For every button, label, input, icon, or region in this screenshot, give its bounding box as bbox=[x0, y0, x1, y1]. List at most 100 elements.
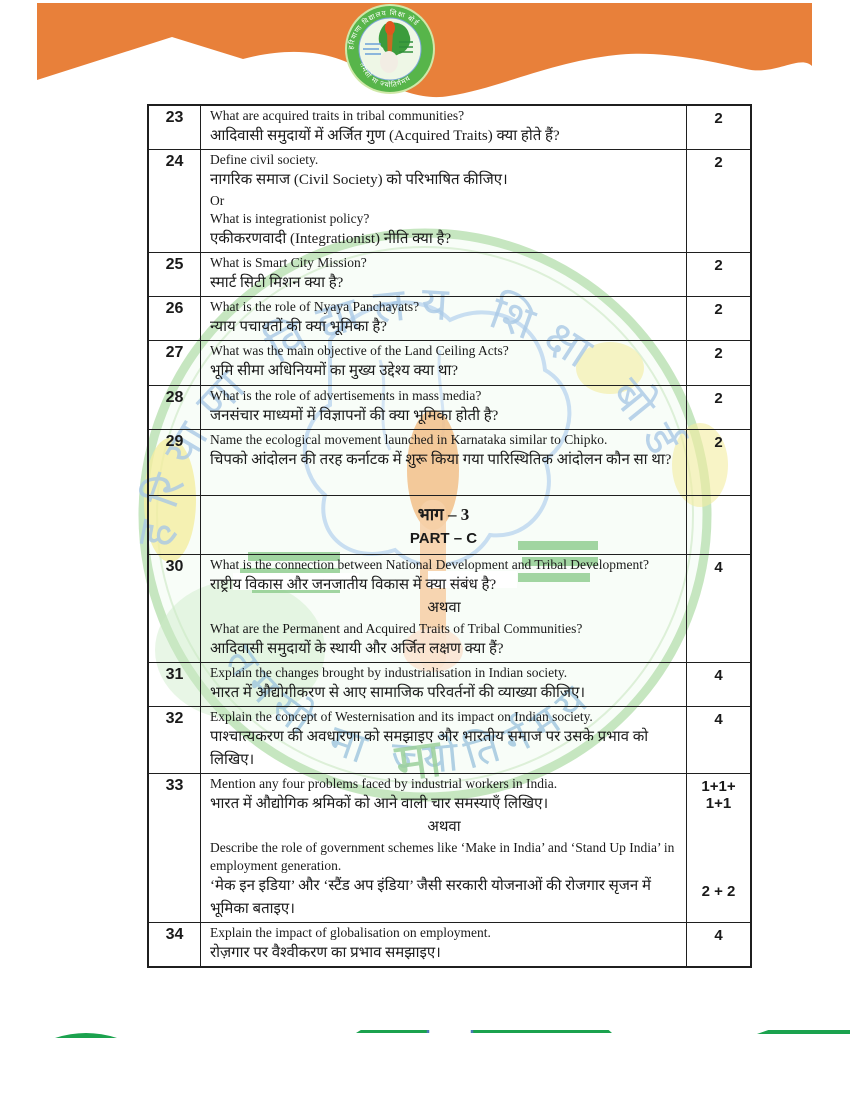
footer-left-hill bbox=[55, 1033, 117, 1038]
table-row: 25 What is Smart City Mission? स्मार्ट सि… bbox=[149, 252, 750, 296]
question-line-english: What is integrationist policy? bbox=[210, 211, 370, 226]
question-line-english: What are the Permanent and Acquired Trai… bbox=[210, 621, 583, 636]
question-number: 27 bbox=[149, 341, 201, 385]
question-line-english: What is Smart City Mission? bbox=[210, 255, 367, 270]
logo-flame bbox=[385, 21, 395, 35]
watermark-yellow-blob bbox=[144, 438, 196, 562]
question-line-hindi: ‘मेक इन इडिया’ और ‘स्टैंड अप इंडिया’ जैस… bbox=[210, 878, 651, 917]
question-line-hindi: जनसंचार माध्यमों में विज्ञापनों की क्या … bbox=[210, 408, 499, 424]
marks-value: 4 bbox=[714, 711, 723, 728]
marks-value: 2 bbox=[714, 301, 723, 318]
question-line-hindi: आदिवासी समुदायों के स्थायी और अर्जित लक्… bbox=[210, 641, 504, 657]
question-line-english: What is the role of advertisements in ma… bbox=[210, 388, 482, 403]
question-line-english: What was the main objective of the Land … bbox=[210, 343, 509, 358]
section-header-cell: भाग – 3 PART – C bbox=[201, 496, 686, 554]
section-title-hindi: भाग – 3 bbox=[417, 505, 470, 524]
question-line-english: Mention any four problems faced by indus… bbox=[210, 776, 558, 791]
question-line-hindi: नागरिक समाज (Civil Society) को परिभाषित … bbox=[210, 172, 508, 188]
section-header-row: भाग – 3 PART – C bbox=[149, 495, 750, 554]
question-line-hindi: चिपको आंदोलन की तरह कर्नाटक में शुरू किय… bbox=[210, 452, 672, 468]
question-line-english: Define civil society. bbox=[210, 152, 319, 167]
footer-right-hill bbox=[757, 1030, 850, 1034]
question-number: 33 bbox=[149, 774, 201, 922]
question-or-separator: अथवा bbox=[427, 600, 461, 616]
question-or-separator: अथवा bbox=[427, 819, 461, 835]
question-text-cell: Name the ecological movement launched in… bbox=[201, 430, 686, 495]
watermark-green-wash bbox=[155, 580, 325, 720]
section-empty-number-cell bbox=[149, 496, 201, 554]
marks-value: 2 bbox=[714, 390, 723, 407]
table-row: 23 What are acquired traits in tribal co… bbox=[149, 106, 750, 149]
logo-field-lines bbox=[399, 41, 413, 53]
watermark-white-bar bbox=[428, 571, 517, 588]
logo-hand bbox=[380, 51, 398, 73]
question-line-english: Explain the changes brought by industria… bbox=[210, 665, 568, 680]
question-text-cell: Explain the impact of globalisation on e… bbox=[201, 923, 686, 966]
question-number: 24 bbox=[149, 150, 201, 252]
question-text-cell: What is the connection between National … bbox=[201, 555, 686, 662]
footer-page-number-box bbox=[428, 1030, 472, 1033]
marks-value: 2 bbox=[714, 110, 723, 127]
question-number: 26 bbox=[149, 297, 201, 340]
footer-center-hill bbox=[356, 1030, 612, 1033]
board-logo: हरियाणा विद्यालय शिक्षा बोर्ड तमसो मा ज्… bbox=[345, 4, 435, 94]
marks-cell: 4 bbox=[686, 663, 750, 706]
table-row: 33 Mention any four problems faced by in… bbox=[149, 773, 750, 922]
marks-value: 2 bbox=[714, 434, 723, 451]
watermark-map-outline bbox=[303, 300, 572, 568]
question-number: 29 bbox=[149, 430, 201, 495]
question-text-cell: What is the role of advertisements in ma… bbox=[201, 386, 686, 429]
marks-cell: 2 bbox=[686, 253, 750, 296]
marks-value: 1+1+ bbox=[701, 778, 736, 795]
logo-water-lines bbox=[363, 43, 381, 55]
question-text-cell: Mention any four problems faced by indus… bbox=[201, 774, 686, 922]
question-line-english: What is the connection between National … bbox=[210, 557, 650, 572]
watermark-white-bar bbox=[233, 573, 359, 590]
marks-cell: 2 bbox=[686, 150, 750, 252]
question-text-cell: What are acquired traits in tribal commu… bbox=[201, 106, 686, 149]
table-row: 31 Explain the changes brought by indust… bbox=[149, 662, 750, 706]
question-number: 25 bbox=[149, 253, 201, 296]
table-row: 27 What was the main objective of the La… bbox=[149, 340, 750, 385]
question-text-cell: What is the role of Nyaya Panchayats? न्य… bbox=[201, 297, 686, 340]
question-table: 23 What are acquired traits in tribal co… bbox=[147, 104, 752, 968]
question-text-cell: Explain the changes brought by industria… bbox=[201, 663, 686, 706]
question-line-hindi: राष्ट्रीय विकास और जनजातीय विकास में क्य… bbox=[210, 577, 497, 593]
marks-value: 4 bbox=[714, 927, 723, 944]
question-line-hindi: भूमि सीमा अधिनियमों का मुख्य उद्देश्य क्… bbox=[210, 363, 459, 379]
marks-cell: 2 bbox=[686, 297, 750, 340]
marks-value: 2 bbox=[714, 257, 723, 274]
question-line-hindi: न्याय पचायतों की क्या भूमिका है? bbox=[210, 319, 387, 335]
question-line-hindi: एकीकरणवादी (Integrationist) नीति क्या है… bbox=[210, 231, 452, 247]
table-row: 28 What is the role of advertisements in… bbox=[149, 385, 750, 429]
question-number: 31 bbox=[149, 663, 201, 706]
question-line-english: What are acquired traits in tribal commu… bbox=[210, 108, 465, 123]
question-number: 34 bbox=[149, 923, 201, 966]
question-line-hindi: भारत में औद्योगीकरण से आए सामाजिक परिवर्… bbox=[210, 685, 586, 701]
question-text-cell: What was the main objective of the Land … bbox=[201, 341, 686, 385]
page-footer-band bbox=[55, 1030, 850, 1038]
question-text-cell: Define civil society. नागरिक समाज (Civil … bbox=[201, 150, 686, 252]
watermark-flame bbox=[407, 410, 459, 530]
marks-value-secondary: 2 + 2 bbox=[701, 883, 736, 900]
watermark-center-glyph: मा bbox=[391, 728, 446, 794]
table-row: 29 Name the ecological movement launched… bbox=[149, 429, 750, 495]
question-line-english: Name the ecological movement launched in… bbox=[210, 432, 608, 447]
table-row: 26 What is the role of Nyaya Panchayats?… bbox=[149, 296, 750, 340]
question-line-hindi: भारत में औद्योगिक श्रमिकों को आने वाली च… bbox=[210, 796, 549, 812]
question-line-english: Explain the concept of Westernisation an… bbox=[210, 709, 593, 724]
table-row: 32 Explain the concept of Westernisation… bbox=[149, 706, 750, 773]
marks-cell: 4 bbox=[686, 555, 750, 662]
question-line-english: Describe the role of government schemes … bbox=[210, 840, 675, 873]
marks-cell: 1+1+ 1+1 2 + 2 bbox=[686, 774, 750, 922]
question-number: 23 bbox=[149, 106, 201, 149]
question-number: 30 bbox=[149, 555, 201, 662]
section-title-english: PART – C bbox=[409, 530, 478, 547]
marks-cell: 4 bbox=[686, 923, 750, 966]
table-row: 24 Define civil society. नागरिक समाज (Civ… bbox=[149, 149, 750, 252]
marks-cell: 2 bbox=[686, 386, 750, 429]
section-empty-marks-cell bbox=[686, 496, 750, 554]
marks-value: 1+1 bbox=[705, 795, 732, 812]
